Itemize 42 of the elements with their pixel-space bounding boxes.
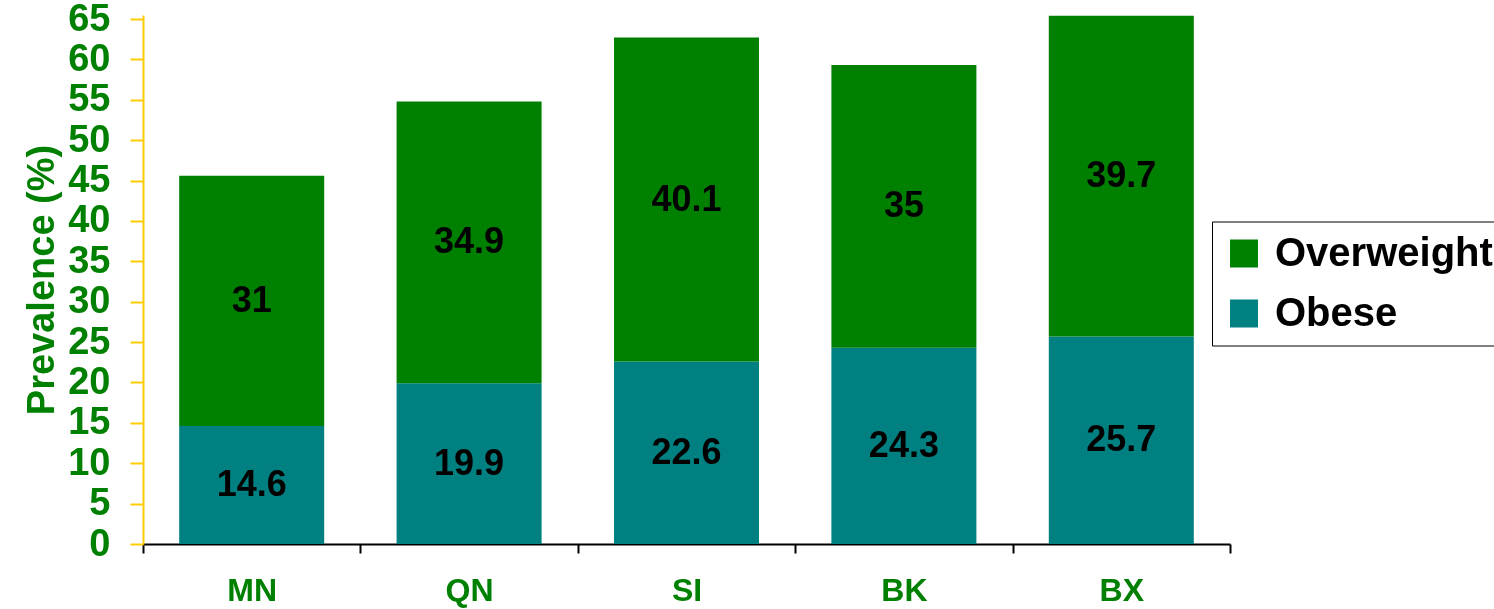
bar (614, 361, 759, 544)
bar (831, 347, 977, 544)
y-tick-label: 5 (89, 481, 111, 524)
y-tick-label: 25 (68, 319, 111, 362)
legend-label: Overweight (1275, 229, 1493, 274)
y-tick-label: 40 (68, 198, 111, 241)
data-label: 35 (883, 184, 924, 226)
bar (1048, 15, 1194, 337)
bar (831, 65, 977, 348)
y-tick-label: 35 (68, 238, 111, 281)
bar (179, 426, 325, 544)
data-label: 40.1 (651, 177, 722, 219)
data-label: 24.3 (868, 423, 939, 465)
bar (396, 101, 542, 384)
x-tick-label: BK (881, 571, 928, 608)
y-tick-label: 50 (68, 117, 111, 160)
x-tick-label: SI (671, 571, 703, 608)
data-label: 39.7 (1086, 154, 1157, 196)
x-tick-label: BX (1099, 571, 1145, 608)
data-label: 31 (231, 278, 272, 320)
y-axis-title: Prevalence (%) (20, 144, 63, 416)
x-tick-label: MN (227, 571, 278, 608)
y-tick-label: 30 (68, 279, 111, 322)
data-label: 25.7 (1086, 418, 1157, 460)
data-label: 14.6 (216, 463, 287, 505)
legend-label: Obese (1275, 289, 1398, 334)
data-label: 34.9 (434, 220, 505, 262)
y-tick-label: 20 (68, 359, 111, 402)
y-tick-label: 60 (68, 36, 111, 79)
y-tick-label: 0 (89, 521, 111, 564)
bar (1048, 336, 1194, 544)
y-tick-label: 10 (68, 440, 111, 483)
bar (179, 175, 325, 427)
y-tick-label: 15 (68, 400, 111, 443)
data-label: 19.9 (434, 441, 505, 483)
bar (396, 383, 542, 544)
x-tick-label: QN (445, 571, 494, 608)
y-tick-label: 65 (68, 0, 111, 39)
bar (614, 37, 759, 362)
y-tick-label: 55 (68, 77, 111, 120)
data-label: 22.6 (651, 430, 722, 472)
y-tick-label: 45 (68, 158, 111, 201)
